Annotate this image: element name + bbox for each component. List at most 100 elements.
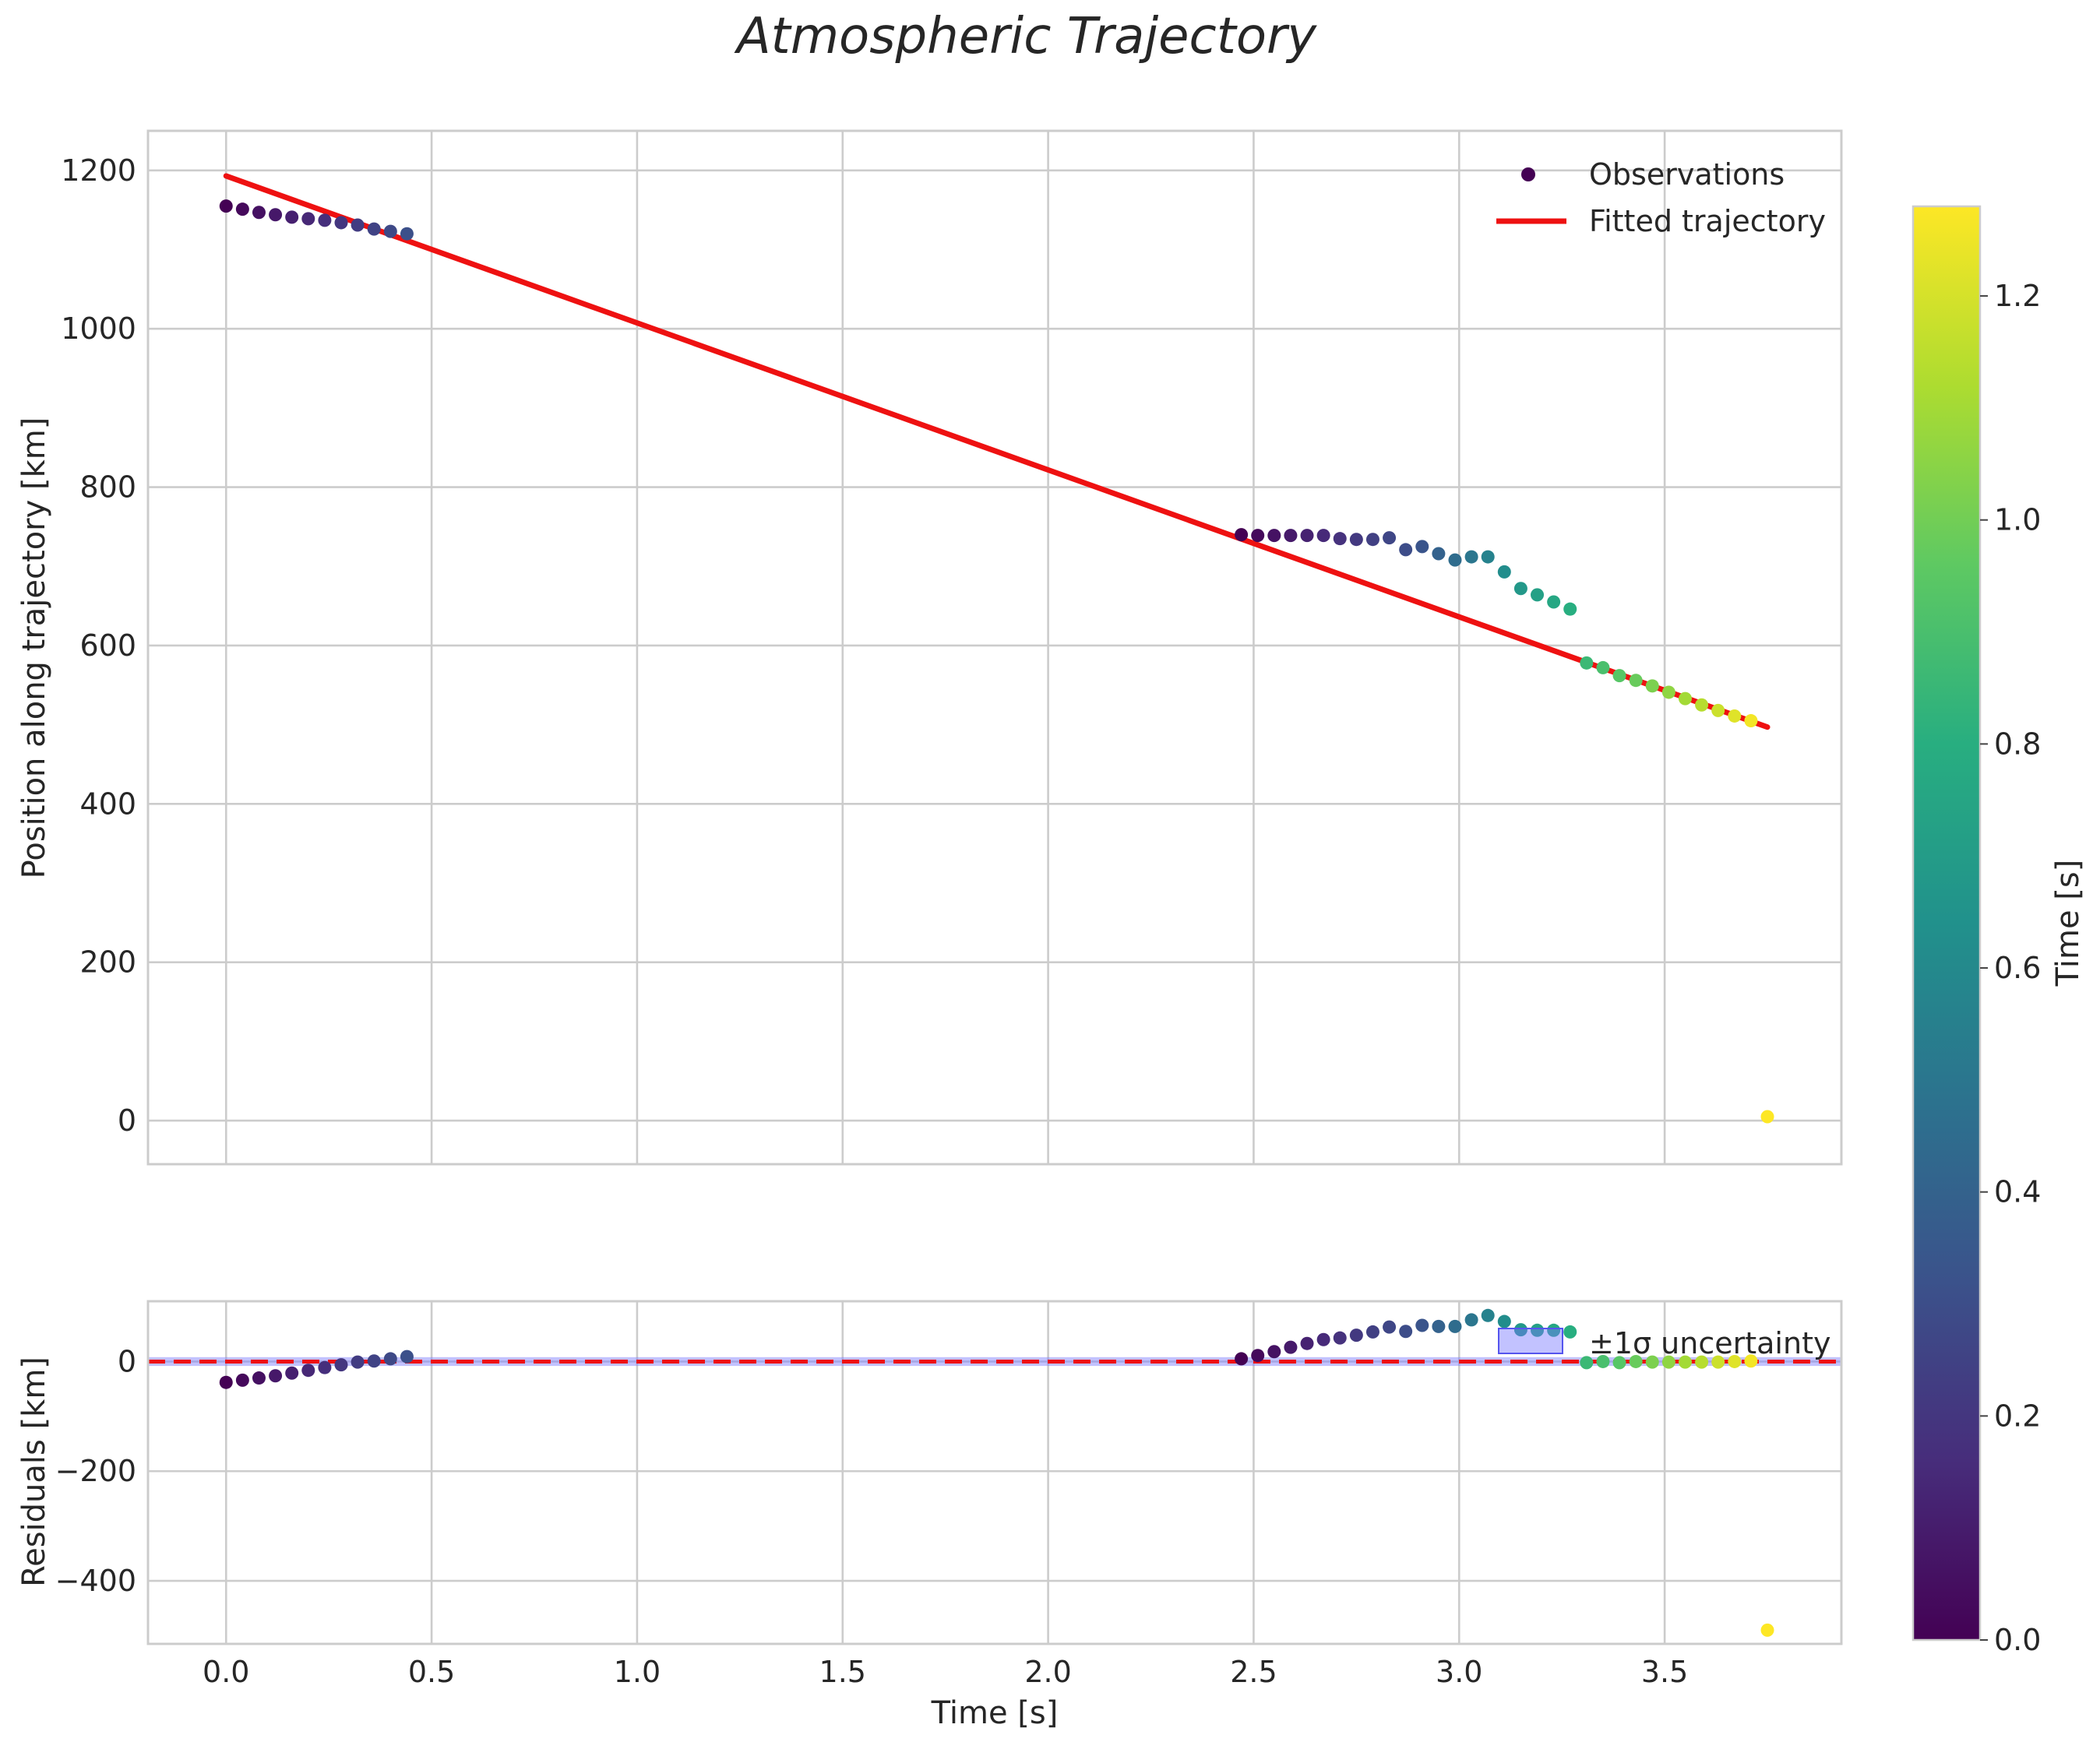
x-tick-label: 1.0 (614, 1655, 661, 1689)
residual-point (1629, 1354, 1643, 1368)
x-tick-label: 3.0 (1436, 1655, 1482, 1689)
colorbar-tick-label: 1.0 (1994, 503, 2041, 537)
colorbar-tick-label: 1.2 (1994, 279, 2041, 313)
observation-point (1596, 660, 1610, 674)
main-plot-panel: 0 200 400 600 800 1000 1200 Position along tra… (16, 129, 1843, 1166)
residual-point (1399, 1325, 1413, 1339)
observation-point (1448, 553, 1462, 567)
x-tick-label: 0.5 (408, 1655, 455, 1689)
x-tick-label: 1.5 (819, 1655, 866, 1689)
x-tick-label: 3.5 (1641, 1655, 1688, 1689)
residual-points (219, 1308, 1774, 1637)
residual-point (334, 1358, 348, 1372)
residual-point (1284, 1340, 1298, 1354)
observation-point (318, 213, 332, 227)
residuals-y-axis-label: Residuals [km] (16, 1357, 52, 1587)
residual-point (1300, 1336, 1314, 1350)
residual-point (1383, 1320, 1397, 1334)
residuals-legend: ±1σ uncertainty (1498, 1326, 1830, 1360)
residual-point (1481, 1308, 1495, 1322)
residual-point (318, 1360, 332, 1374)
residual-point (1711, 1355, 1725, 1369)
residual-point (1596, 1354, 1610, 1368)
residual-point (1661, 1355, 1675, 1369)
x-tick-label: 0.0 (203, 1655, 249, 1689)
residual-point (1267, 1345, 1281, 1359)
observation-point (1316, 529, 1330, 543)
observation-point (1415, 540, 1429, 554)
residual-point (1432, 1319, 1446, 1333)
observation-point (1333, 532, 1347, 546)
colorbar-tick-label: 0.2 (1994, 1399, 2041, 1433)
observation-point (269, 208, 283, 222)
residual-point (1365, 1325, 1379, 1339)
observation-point (1531, 588, 1545, 602)
x-axis-label: Time [s] (931, 1695, 1059, 1731)
residual-point (400, 1350, 414, 1364)
main-y-tick-label: 0 (118, 1103, 136, 1138)
observation-point (367, 222, 381, 236)
residual-point (1547, 1323, 1561, 1337)
residual-point (1744, 1354, 1758, 1368)
observation-point (1563, 602, 1577, 616)
fitted-trajectory-line (223, 173, 1771, 730)
legend-observations-marker (1521, 167, 1535, 181)
residual-point (1760, 1623, 1774, 1637)
main-y-tick-label: 200 (79, 945, 136, 980)
observation-point (301, 212, 315, 226)
residual-point (1513, 1323, 1527, 1337)
residual-point (1235, 1352, 1249, 1366)
observation-point (1760, 1110, 1774, 1124)
residual-point (1645, 1355, 1659, 1369)
x-tick-label: 2.5 (1230, 1655, 1277, 1689)
main-y-tick-label: 800 (79, 470, 136, 505)
observation-point (1497, 565, 1511, 579)
residual-point (235, 1373, 249, 1387)
main-y-tick-label: 1000 (61, 311, 136, 346)
residual-point (383, 1352, 397, 1366)
observation-points (219, 199, 1774, 1124)
residual-point (351, 1355, 365, 1369)
observation-point (1349, 533, 1363, 547)
residual-point (367, 1354, 381, 1368)
observation-point (1432, 547, 1446, 561)
residuals-plot-frame (146, 1300, 1843, 1645)
observation-point (1464, 550, 1478, 564)
observation-point (285, 210, 299, 224)
observation-point (1645, 679, 1659, 693)
observation-point (1711, 703, 1725, 717)
main-plot-frame (146, 129, 1843, 1166)
main-y-tick-label: 1200 (61, 153, 136, 188)
time-colorbar: 0.0 0.2 0.4 0.6 0.8 1.0 1.2 Time [s] (1911, 205, 2086, 1657)
residual-point (1333, 1331, 1347, 1345)
residual-point (252, 1371, 266, 1385)
residuals-y-tick-label: −200 (55, 1454, 136, 1488)
residual-point (1251, 1349, 1265, 1363)
residual-point (1695, 1355, 1709, 1369)
observation-point (1547, 595, 1561, 609)
residual-point (1580, 1356, 1594, 1370)
colorbar-label: Time [s] (2050, 860, 2086, 987)
observation-point (1580, 656, 1594, 670)
main-grid (148, 131, 1841, 1164)
observation-point (1365, 533, 1379, 547)
chart-title: Atmospheric Trajectory (734, 8, 1317, 65)
residuals-y-tick-labels: 0 −200 −400 (55, 1344, 136, 1598)
observation-point (1513, 582, 1527, 596)
residuals-x-tick-labels: 0.0 0.5 1.0 1.5 2.0 2.5 3.0 3.5 (203, 1655, 1688, 1689)
colorbar-tick-label: 0.0 (1994, 1623, 2041, 1657)
observation-point (1744, 714, 1758, 728)
observation-point (1661, 685, 1675, 699)
observation-point (235, 202, 249, 216)
observation-point (219, 199, 233, 213)
legend-observations-label: Observations (1589, 157, 1785, 192)
colorbar-tick-label: 0.4 (1994, 1175, 2041, 1209)
residual-point (1531, 1323, 1545, 1337)
residual-point (1349, 1328, 1363, 1343)
observation-point (1695, 698, 1709, 712)
residual-point (269, 1369, 283, 1383)
uncertainty-band (148, 1357, 1841, 1367)
observation-point (1629, 674, 1643, 688)
observation-point (1678, 692, 1692, 706)
